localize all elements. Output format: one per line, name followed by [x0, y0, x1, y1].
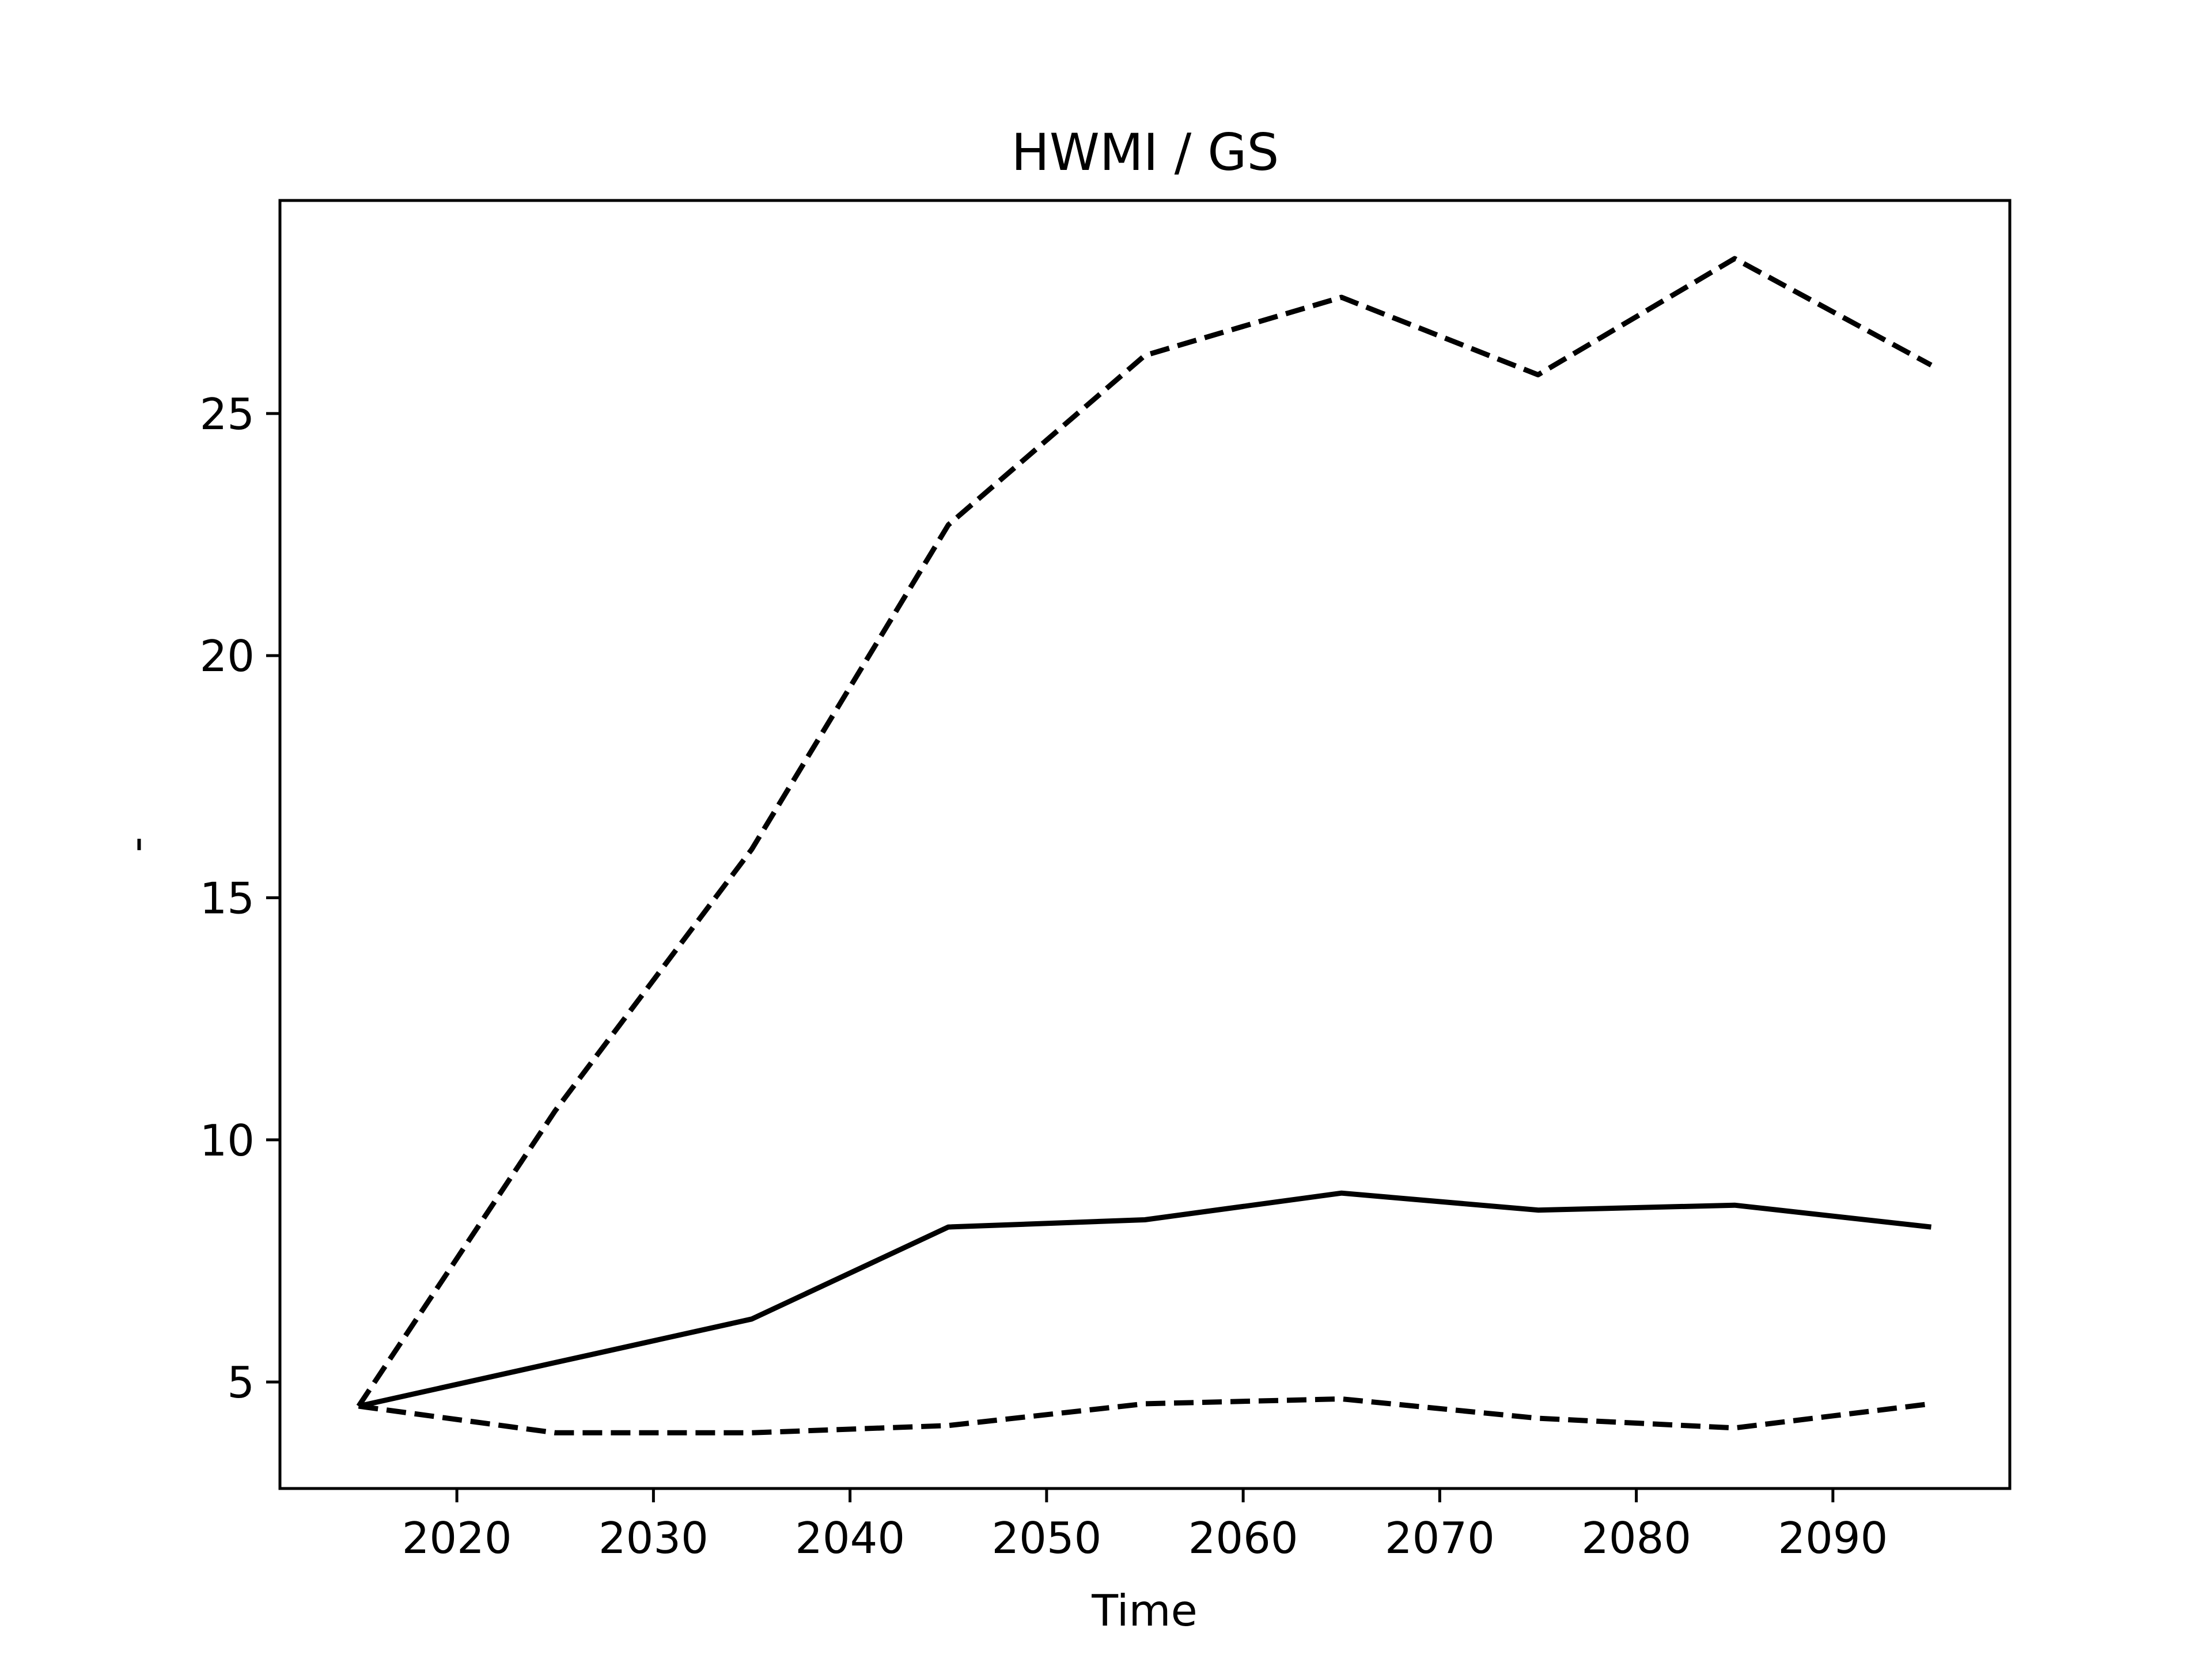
y-axis-ticks: 5 10 15 20 25 — [200, 389, 280, 1408]
x-tick-label: 2040 — [795, 1513, 905, 1563]
series-line-1 — [358, 1190, 1931, 1409]
y-tick-label: 25 — [200, 389, 255, 440]
chart-title: HWMI / GS — [1012, 123, 1279, 182]
x-tick-label: 2070 — [1385, 1513, 1495, 1563]
x-tick-label: 2090 — [1778, 1513, 1888, 1563]
x-axis-ticks: 2020 2030 2040 2050 2060 2070 2080 2090 — [402, 1488, 1888, 1563]
y-tick-label: 20 — [200, 631, 255, 681]
series-layer — [356, 256, 1933, 1435]
x-tick-label: 2020 — [402, 1513, 512, 1563]
x-axis-label: Time — [1091, 1585, 1198, 1636]
y-tick-label: 15 — [200, 873, 255, 923]
y-tick-label: 5 — [227, 1357, 255, 1408]
y-axis-label: - — [111, 836, 161, 852]
x-tick-label: 2030 — [599, 1513, 709, 1563]
x-tick-label: 2080 — [1581, 1513, 1691, 1563]
plot-frame — [278, 199, 2012, 1490]
x-tick-label: 2050 — [991, 1513, 1101, 1563]
x-tick-label: 2060 — [1188, 1513, 1298, 1563]
y-tick-label: 10 — [200, 1115, 255, 1166]
series-line-0 — [356, 256, 1933, 1408]
plot-area: 2020 2030 2040 2050 2060 2070 2080 2090 5 10 15 20… — [200, 199, 2012, 1563]
series-line-2 — [358, 1396, 1932, 1435]
